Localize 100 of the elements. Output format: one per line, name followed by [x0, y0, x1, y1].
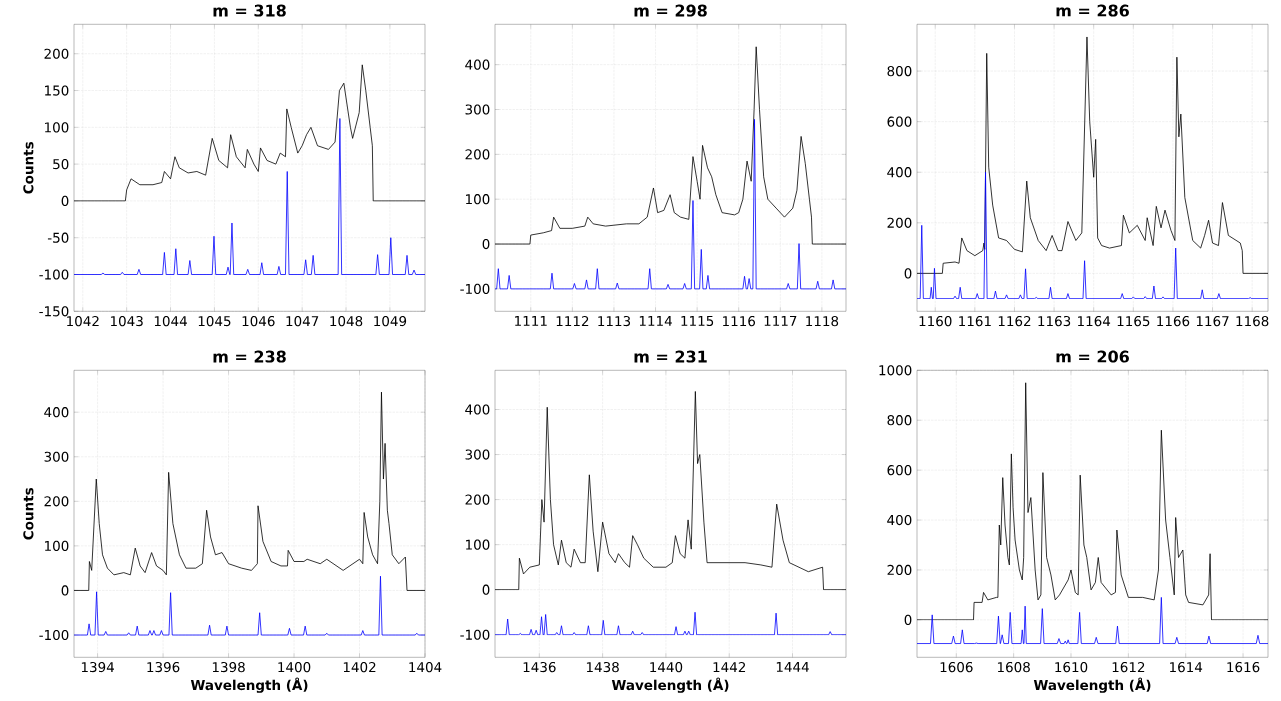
x-tick-label: 1438: [586, 661, 619, 673]
y-tick-label: 400: [887, 514, 912, 525]
y-tick-label: 0: [904, 268, 912, 279]
y-tick-label: 600: [887, 116, 912, 127]
y-tick-label: 100: [45, 122, 69, 133]
chart-title: m = 286: [1056, 4, 1129, 17]
x-tick-label: 1394: [81, 661, 114, 673]
y-tick-label: -100: [460, 283, 490, 294]
line-series: [917, 36, 1268, 274]
x-axis-title: Wavelength (Å): [611, 677, 729, 693]
x-tick-label: 1113: [598, 315, 631, 327]
y-tick-label: 100: [466, 539, 490, 550]
y-tick-label: 400: [465, 59, 490, 70]
chart-title: m = 206: [1056, 350, 1129, 363]
chart-title: m = 298: [634, 4, 707, 17]
x-axis-title: Wavelength (Å): [190, 677, 308, 693]
y-tick-label: -100: [39, 269, 69, 280]
x-tick-label: 1398: [212, 661, 245, 673]
line-series: [917, 596, 1268, 644]
y-axis-title: Counts: [23, 487, 34, 540]
x-tick-label: 1396: [147, 661, 180, 673]
x-tick-label: 1048: [330, 315, 363, 327]
x-tick-label: 1442: [713, 661, 746, 672]
x-tick-label: 1114: [639, 315, 672, 326]
line-series: [495, 611, 847, 636]
x-tick-label: 1167: [1196, 315, 1229, 327]
line-series: [495, 46, 847, 245]
chart-title: m = 238: [213, 350, 286, 363]
y-tick-label: 100: [466, 193, 490, 205]
x-tick-label: 1163: [1038, 315, 1071, 327]
x-tick-label: 1614: [1170, 661, 1203, 673]
y-tick-label: -150: [39, 306, 69, 317]
x-axis-title: Wavelength (Å): [1033, 677, 1151, 693]
x-tick-label: 1616: [1227, 661, 1260, 673]
x-tick-label: 1606: [940, 661, 973, 673]
x-tick-label: 1049: [374, 315, 407, 327]
y-tick-label: 400: [887, 166, 912, 178]
x-tick-label: 1112: [556, 315, 589, 326]
y-tick-label: 200: [44, 48, 69, 59]
y-tick-label: 300: [465, 449, 490, 460]
x-tick-label: 1162: [998, 315, 1031, 327]
x-tick-label: 1166: [1157, 315, 1190, 327]
y-tick-label: 400: [44, 406, 69, 418]
y-tick-label: 0: [904, 614, 912, 625]
x-tick-label: 1440: [650, 661, 683, 673]
y-axis-title: Counts: [23, 141, 34, 194]
x-tick-label: 1117: [764, 315, 797, 326]
y-tick-label: 200: [465, 149, 490, 160]
x-tick-label: 1608: [997, 661, 1030, 673]
x-tick-label: 1610: [1055, 661, 1088, 673]
y-tick-label: 800: [887, 414, 912, 426]
x-tick-label: 1045: [198, 315, 231, 327]
line-series: [74, 391, 426, 591]
line-series: [74, 117, 425, 275]
line-series: [74, 575, 426, 636]
y-tick-label: 300: [465, 104, 490, 115]
x-tick-label: 1164: [1078, 315, 1111, 327]
y-tick-label: 300: [44, 451, 69, 462]
x-tick-label: 1161: [959, 315, 991, 327]
y-tick-label: 100: [45, 540, 69, 551]
x-tick-label: 1436: [523, 661, 556, 673]
x-tick-label: 1160: [919, 315, 952, 327]
x-tick-label: 1042: [67, 315, 99, 327]
x-tick-label: 1612: [1112, 661, 1145, 673]
x-tick-label: 1043: [110, 315, 143, 327]
y-tick-label: 50: [53, 158, 69, 170]
x-tick-label: 1118: [806, 315, 839, 327]
x-tick-label: 1165: [1117, 315, 1150, 327]
line-series: [74, 64, 425, 202]
line-series: [917, 382, 1268, 621]
y-tick-label: 200: [465, 494, 490, 505]
y-tick-label: 200: [887, 217, 912, 228]
x-tick-label: 1044: [154, 315, 187, 327]
x-tick-label: 1115: [681, 315, 714, 326]
x-tick-label: 1168: [1236, 315, 1269, 327]
y-tick-label: 0: [61, 195, 69, 206]
y-tick-label: 200: [887, 564, 912, 575]
y-tick-label: 200: [44, 496, 69, 507]
y-tick-label: 0: [61, 585, 69, 596]
y-tick-label: 400: [465, 404, 490, 415]
x-tick-label: 1111: [515, 315, 547, 326]
chart-title: m = 318: [213, 4, 286, 17]
x-tick-label: 1444: [776, 661, 809, 672]
y-tick-label: 0: [482, 238, 490, 249]
line-series: [917, 171, 1268, 299]
line-series: [495, 118, 847, 290]
x-tick-label: 1402: [343, 661, 376, 673]
x-tick-label: 1400: [278, 661, 311, 673]
y-tick-label: 800: [887, 65, 912, 77]
chart-title: m = 231: [634, 350, 707, 363]
y-tick-label: -100: [460, 629, 490, 640]
x-tick-label: 1116: [723, 315, 756, 327]
y-tick-label: 0: [482, 584, 490, 595]
x-tick-label: 1404: [409, 661, 442, 673]
y-tick-label: 600: [887, 464, 912, 476]
y-tick-label: 150: [45, 85, 69, 96]
y-tick-label: -50: [47, 232, 69, 243]
y-tick-label: -100: [39, 629, 69, 640]
x-tick-label: 1046: [242, 315, 275, 327]
x-tick-label: 1047: [286, 315, 319, 327]
